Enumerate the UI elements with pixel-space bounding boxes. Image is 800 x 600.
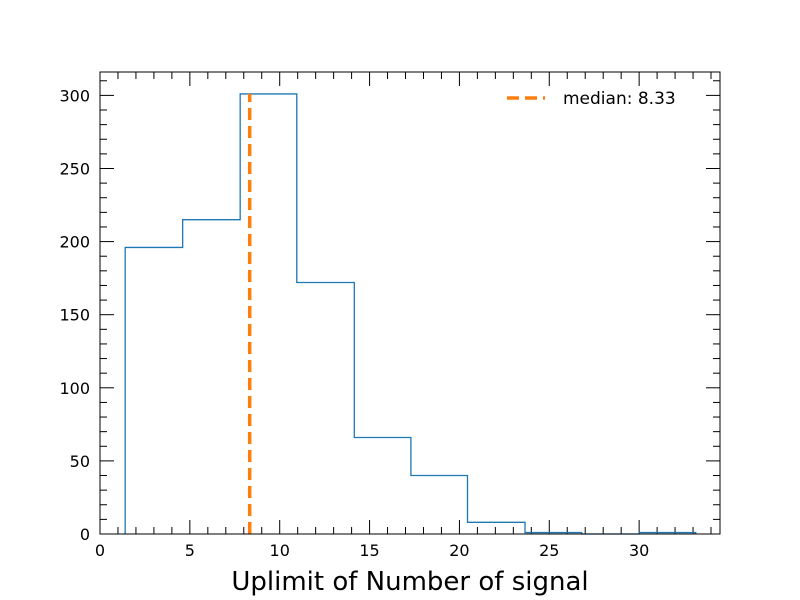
x-tick-label: 0 — [95, 541, 105, 560]
y-tick-label: 0 — [80, 525, 90, 544]
legend: median: 8.33 — [507, 89, 676, 109]
y-tick-label: 100 — [59, 379, 90, 398]
y-tick-label: 250 — [59, 159, 90, 178]
minor-ticks — [100, 72, 720, 534]
x-tick-label: 15 — [359, 541, 379, 560]
x-tick-label: 25 — [539, 541, 559, 560]
histogram-series — [124, 93, 697, 535]
x-axis-label: Uplimit of Number of signal — [231, 567, 588, 597]
y-tick-label: 150 — [59, 306, 90, 325]
x-tick-label: 5 — [185, 541, 195, 560]
legend-label-median: median: 8.33 — [563, 89, 676, 109]
y-tick-label: 300 — [59, 86, 90, 105]
y-tick-label: 50 — [70, 452, 90, 471]
plot-frame — [99, 71, 721, 535]
y-tick-label: 200 — [59, 233, 90, 252]
x-tick-label: 20 — [449, 541, 469, 560]
major-ticks — [99, 72, 720, 535]
x-tick-label: 10 — [270, 541, 290, 560]
x-tick-label: 30 — [629, 541, 649, 560]
